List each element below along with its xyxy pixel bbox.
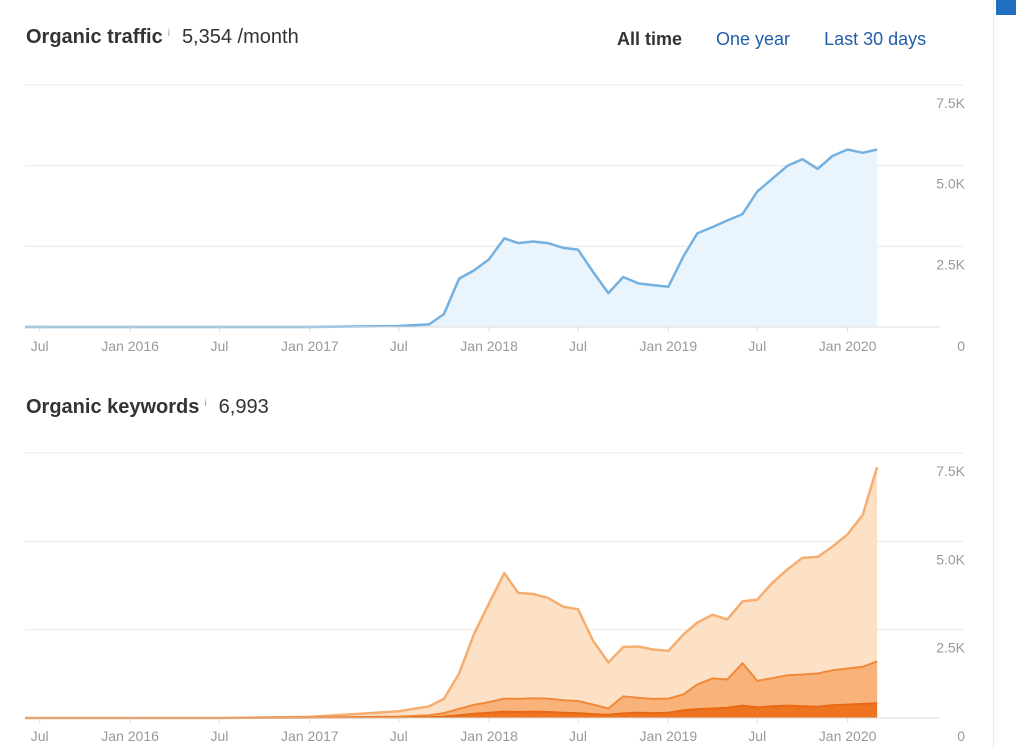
keywords-x-tick-label: Jan 2016 [101,728,159,744]
keywords-x-tick-label: Jan 2017 [281,728,339,744]
tab-all-time[interactable]: All time [617,29,683,49]
traffic-x-tick-label: Jan 2018 [460,338,518,354]
keywords-x-tick-label: Jan 2019 [640,728,698,744]
traffic-x-tick-label: Jul [748,338,766,354]
keywords-y-tick-label: 2.5K [936,640,965,656]
keywords-value: 6,993 [218,396,269,418]
traffic-y-tick-label: 7.5K [936,95,965,111]
keywords-x-tick-label: Jan 2020 [819,728,877,744]
keywords-x-tick-label: Jul [31,728,49,744]
traffic-y-tick-label: 5.0K [936,176,965,192]
keywords-info-icon[interactable]: i [204,398,207,409]
tab-last-30-days[interactable]: Last 30 days [824,29,927,49]
traffic-x-tick-label: Jan 2019 [640,338,698,354]
keywords-y-tick-label: 5.0K [936,551,965,567]
traffic-line-0 [25,148,878,329]
traffic-chart: 7.5K 5.0K 2.5K 0 Jul Jan 2016 Jul Jan 2017 Jul Ja… [25,84,966,354]
keywords-chart: 7.5K 5.0K 2.5K 0 Jul Jan 2016 Jul Jan 2017 Jul Ja… [25,452,966,744]
keywords-y-tick-label: 0 [957,728,965,744]
keywords-area-1 [25,661,878,718]
traffic-y-tick-label: 0 [957,338,965,354]
traffic-y-tick-label: 2.5K [936,256,965,272]
traffic-value: 5,354 /month [181,26,299,48]
keywords-x-tick-label: Jul [569,728,587,744]
keywords-line-0 [25,702,878,719]
keywords-title: Organic keywords [26,396,200,418]
traffic-area-0 [25,149,878,327]
keywords-area-2 [25,467,878,718]
corner-badge[interactable] [996,0,1016,15]
traffic-x-tick-label: Jan 2017 [281,338,339,354]
traffic-x-tick-label: Jul [211,338,229,354]
traffic-x-tick-label: Jul [31,338,49,354]
keywords-x-tick-label: Jul [211,728,229,744]
keywords-x-tick-label: Jul [748,728,766,744]
keywords-line-2 [25,466,879,720]
panel-divider [993,0,994,749]
traffic-title: Organic traffic [26,26,163,48]
traffic-x-tick-label: Jan 2016 [101,338,159,354]
keywords-y-tick-label: 7.5K [936,463,965,479]
traffic-header: Organic traffic i 5,354 /month [26,26,299,49]
tab-one-year[interactable]: One year [716,29,791,49]
traffic-x-tick-label: Jan 2020 [819,338,877,354]
traffic-info-icon[interactable]: i [167,28,170,39]
traffic-x-tick-label: Jul [569,338,587,354]
time-range-tabs: All time One year Last 30 days [617,29,926,50]
keywords-header: Organic keywords i 6,993 [26,396,269,419]
keywords-area-0 [25,703,878,718]
keywords-line-1 [25,660,878,719]
traffic-x-tick-label: Jul [390,338,408,354]
keywords-x-tick-label: Jan 2018 [460,728,518,744]
keywords-x-tick-label: Jul [390,728,408,744]
